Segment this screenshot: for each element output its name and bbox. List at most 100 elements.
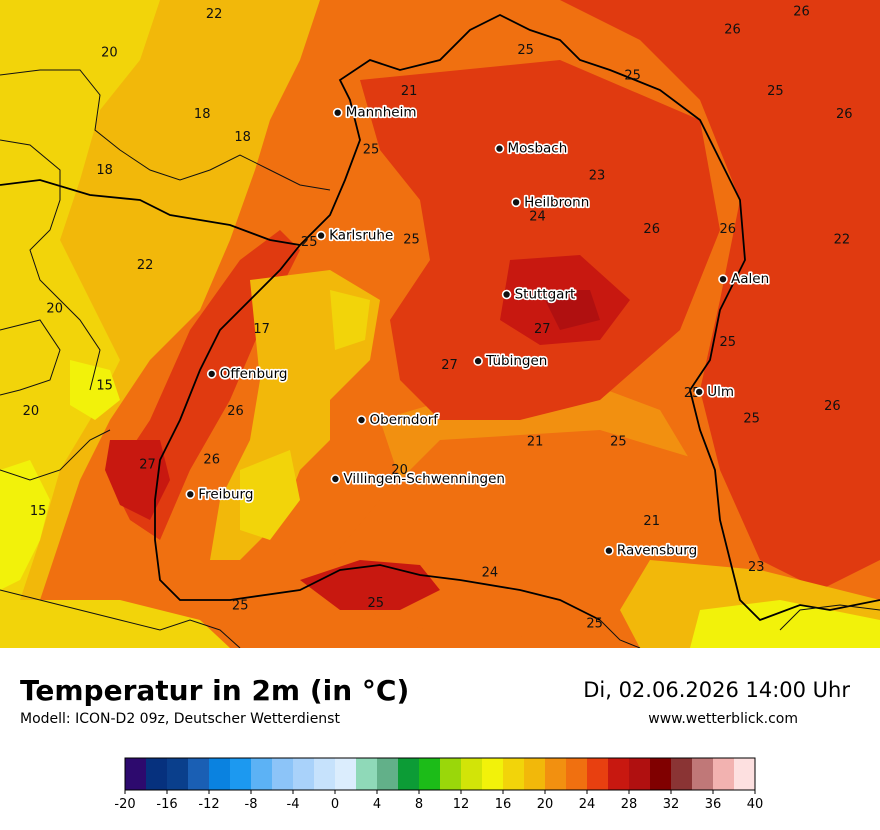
regional-border-2 (0, 139, 101, 391)
legend-tick-label: 0 (331, 797, 339, 812)
legend-color-box (188, 758, 210, 790)
city-markers: Mannheim Mosbach Heilbronn Karlsruhe Aalen St… (185, 103, 771, 560)
temperature-value-label: 21 (643, 514, 660, 529)
legend-tick-label: 40 (747, 797, 764, 812)
temperature-value-label: 27 (441, 358, 458, 373)
field-neckar-hot (360, 60, 720, 420)
temperature-value-label: 18 (234, 130, 251, 145)
temperature-value-label: 25 (767, 84, 784, 99)
city-label: Villingen-Schwenningen (343, 471, 505, 487)
temperature-value-label: 25 (363, 143, 380, 158)
city-marker-dot (718, 274, 728, 285)
temperature-value-label: 26 (227, 404, 244, 419)
temperature-value-label: 18 (96, 163, 113, 178)
city-marker-dot (511, 197, 521, 208)
east-border (599, 619, 641, 648)
legend-color-box (356, 758, 378, 790)
temperature-value-label: 27 (534, 322, 551, 337)
temperature-value-label: 24 (482, 565, 499, 580)
color-legend: -20 -16 -12 -8 -4 0 4 8 12 16 20 24 28 32 36 40 (114, 757, 764, 812)
city-label: Heilbronn (524, 194, 589, 210)
legend-tick-label: -8 (245, 797, 258, 812)
legend-tick-label: 24 (579, 797, 596, 812)
legend-color-box (482, 758, 504, 790)
city-marker-dot (316, 230, 326, 241)
regional-border-1 (0, 69, 331, 191)
temperature-value-label: 26 (724, 22, 741, 37)
temperature-value-label: 15 (30, 504, 47, 519)
temperature-value-label: 25 (232, 599, 249, 614)
model-info: Modell: ICON-D2 09z, Deutscher Wetterdie… (20, 711, 340, 727)
field-vosges-lemon (70, 360, 120, 420)
temperature-value-label: 27 (139, 458, 156, 473)
temperature-value-label: 26 (793, 4, 810, 19)
city-label: Tübingen (485, 353, 547, 369)
city-marker-dot (604, 545, 614, 556)
legend-tick-label: 16 (495, 797, 512, 812)
legend-color-box (545, 758, 567, 790)
city-marker-dot (473, 356, 483, 366)
temperature-value-label: 25 (610, 435, 627, 450)
legend-tick-label: 32 (663, 797, 680, 812)
temperature-value-label: 25 (368, 596, 385, 611)
field-west-yellow (0, 0, 160, 620)
temperature-value-label: 26 (836, 107, 853, 122)
field-rhine-red (105, 440, 170, 520)
legend-color-box (650, 758, 672, 790)
field-west-lemon (0, 460, 50, 590)
legend-tick-label: 28 (621, 797, 638, 812)
city-marker-dot (332, 107, 343, 118)
temperature-value-label: 20 (46, 302, 63, 317)
legend-color-box (167, 758, 189, 790)
legend-tick-label: 4 (373, 797, 381, 812)
legend-color-box (125, 758, 147, 790)
legend-color-box (692, 758, 714, 790)
temperature-value-label: 23 (589, 168, 606, 183)
temperature-labels: 22 20 26 26 25 25 21 25 18 26 18 25 18 23 24 26 26 22 25 25… (23, 4, 853, 631)
city-marker-dot (356, 415, 367, 425)
legend-color-box (608, 758, 630, 790)
temperature-value-label: 25 (743, 412, 760, 427)
city-label: Aalen (731, 271, 769, 287)
regional-border-4 (0, 429, 111, 481)
city-label: Oberndorf (370, 412, 440, 428)
rhine-border (154, 244, 601, 621)
temperature-value-label: 15 (96, 378, 113, 393)
temperature-value-label: 25 (586, 617, 603, 632)
city-label: Ulm (707, 384, 734, 400)
legend-color-box (587, 758, 609, 790)
legend-color-box (419, 758, 441, 790)
map-canvas: 22 20 26 26 25 25 21 25 18 26 18 25 18 23 24 26 26 22 25 25… (0, 0, 880, 648)
temperature-value-label: 26 (720, 222, 737, 237)
temperature-value-label: 17 (253, 322, 270, 337)
legend-color-boxes (124, 757, 756, 791)
city-label: Mosbach (508, 141, 568, 157)
website-link[interactable]: www.wetterblick.com (648, 711, 798, 727)
swiss-border (0, 589, 241, 648)
city-label: Karlsruhe (329, 228, 393, 244)
legend-color-box (146, 758, 168, 790)
field-blackforest-yellow (330, 290, 370, 350)
temperature-value-label: 20 (391, 463, 408, 478)
temperature-value-label: 20 (101, 45, 118, 60)
temperature-value-label: 25 (720, 335, 737, 350)
temperature-map: 22 20 26 26 25 25 21 25 18 26 18 25 18 23 24 26 26 22 25 25… (0, 0, 880, 648)
field-alps-lemon (690, 600, 880, 648)
legend-tick-label: 36 (705, 797, 722, 812)
city-label: Stuttgart (515, 287, 576, 303)
temperature-value-label: 18 (194, 107, 211, 122)
legend-color-box (314, 758, 336, 790)
map-title: Temperatur in 2m (in °C) (20, 674, 410, 707)
temperature-value-label: 26 (824, 399, 841, 414)
legend-color-box (671, 758, 693, 790)
temperature-value-label: 22 (137, 258, 154, 273)
legend-color-box (209, 758, 231, 790)
legend-color-box (461, 758, 483, 790)
temperature-field (0, 0, 880, 648)
legend-color-box (503, 758, 525, 790)
legend-color-box (734, 758, 756, 790)
legend-color-box (524, 758, 546, 790)
temperature-value-label: 20 (23, 404, 40, 419)
city-marker-dot (501, 289, 512, 300)
city-marker-dot (494, 143, 505, 154)
